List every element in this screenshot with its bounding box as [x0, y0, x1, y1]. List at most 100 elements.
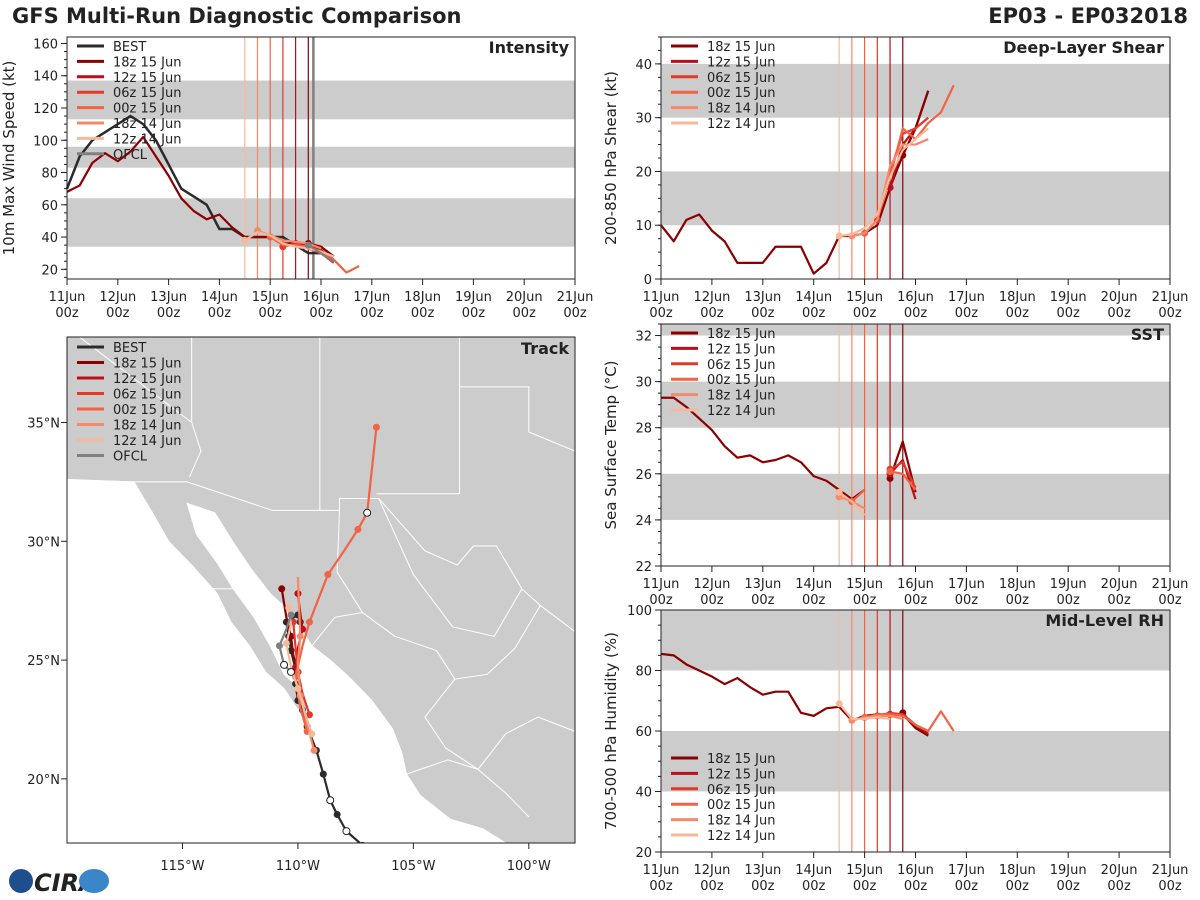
panel-title: Mid-Level RH — [1045, 611, 1164, 630]
x-tick-label-hour: 00z — [1158, 593, 1182, 608]
track-point — [287, 611, 295, 619]
lon-tick-label: 100°W — [507, 859, 551, 874]
init-marker — [241, 236, 249, 244]
x-tick-label-hour: 00z — [853, 306, 877, 321]
x-tick-label-hour: 00z — [563, 306, 587, 321]
y-tick-label: 20 — [635, 846, 652, 861]
track-point — [333, 810, 341, 818]
y-tick-label: 80 — [41, 167, 58, 182]
threshold-band — [661, 324, 1170, 336]
x-tick-label-hour: 00z — [802, 593, 826, 608]
init-marker — [886, 468, 894, 476]
state-border — [376, 337, 461, 495]
legend-label: 18z 15 Jun — [707, 40, 776, 55]
legend-label: 18z 14 Jun — [113, 117, 182, 132]
series-line — [839, 127, 929, 238]
lat-tick-label: 35°N — [27, 417, 60, 432]
x-tick-label-hour: 00z — [1158, 879, 1182, 894]
x-tick-label-day: 11Jun — [49, 290, 86, 305]
x-tick-label-hour: 00z — [360, 306, 384, 321]
series-line — [307, 244, 335, 263]
series-line — [889, 461, 917, 489]
y-tick-label: 140 — [33, 70, 58, 85]
threshold-band — [67, 80, 575, 120]
x-tick-label-hour: 00z — [1006, 593, 1030, 608]
track-point — [296, 632, 304, 640]
y-tick-label: 32 — [635, 330, 652, 345]
x-tick-label-hour: 00z — [157, 306, 181, 321]
legend-label: 18z 14 Jun — [707, 102, 776, 117]
y-tick-label: 60 — [41, 199, 58, 214]
x-tick-label-hour: 00z — [700, 879, 724, 894]
x-tick-label-hour: 00z — [649, 879, 673, 894]
track-point — [363, 508, 372, 517]
y-axis-label: 10m Max Wind Speed (kt) — [0, 61, 18, 256]
y-tick-label: 28 — [635, 422, 652, 437]
legend-label: 06z 15 Jun — [707, 71, 776, 86]
threshold-band — [67, 198, 575, 247]
track-point — [310, 746, 318, 754]
y-tick-label: 100 — [33, 134, 58, 149]
legend-label: 12z 15 Jun — [113, 71, 182, 86]
legend-label: 18z 14 Jun — [113, 419, 182, 434]
x-tick-label-hour: 00z — [309, 306, 333, 321]
x-tick-label-hour: 00z — [751, 879, 775, 894]
track-point — [275, 642, 283, 650]
x-tick-label-day: 14Jun — [795, 863, 832, 878]
track-point — [319, 770, 327, 778]
init-marker — [835, 488, 843, 496]
state-border — [454, 605, 541, 680]
series-line — [838, 703, 891, 720]
legend-label: BEST — [113, 40, 146, 55]
x-tick-label-day: 19Jun — [1050, 863, 1087, 878]
threshold-band — [661, 731, 1170, 792]
logo-globe — [9, 869, 33, 893]
track-point — [354, 525, 362, 533]
legend-label: 18z 15 Jun — [113, 357, 182, 372]
lat-tick-label: 30°N — [27, 535, 60, 550]
legend-label: OFCL — [113, 450, 148, 465]
legend-label: 12z 15 Jun — [707, 342, 776, 357]
x-tick-label-hour: 00z — [955, 879, 979, 894]
shear-chart: 01020304011Jun00z12Jun00z13Jun00z14Jun00… — [602, 36, 1188, 321]
x-tick-label-hour: 00z — [700, 593, 724, 608]
legend-label: 18z 14 Jun — [707, 814, 776, 829]
x-tick-label-hour: 00z — [802, 879, 826, 894]
x-tick-label-day: 11Jun — [643, 290, 680, 305]
y-tick-label: 10 — [635, 219, 652, 234]
y-tick-label: 0 — [644, 273, 652, 288]
track-point — [372, 423, 380, 431]
track-point — [342, 827, 351, 836]
legend-label: 18z 15 Jun — [113, 55, 182, 70]
init-marker — [835, 700, 843, 708]
y-tick-label: 40 — [635, 58, 652, 73]
legend-label: 18z 15 Jun — [707, 327, 776, 342]
x-tick-label-hour: 00z — [513, 306, 537, 321]
x-tick-label-hour: 00z — [853, 593, 877, 608]
state-border — [459, 386, 575, 452]
x-tick-label-hour: 00z — [802, 306, 826, 321]
x-tick-label-day: 20Jun — [1101, 290, 1138, 305]
x-tick-label-day: 16Jun — [897, 290, 934, 305]
y-tick-label: 80 — [635, 665, 652, 680]
x-tick-label-day: 11Jun — [643, 577, 680, 592]
y-axis-label: Sea Surface Temp (°C) — [602, 360, 620, 529]
x-tick-label-day: 13Jun — [150, 290, 187, 305]
track-point — [305, 711, 313, 719]
x-tick-label-hour: 00z — [853, 879, 877, 894]
x-tick-label-day: 13Jun — [744, 290, 781, 305]
track-line — [296, 576, 316, 751]
legend-label: 12z 14 Jun — [707, 829, 776, 844]
lat-tick-label: 25°N — [27, 654, 60, 669]
legend-label: 12z 15 Jun — [707, 767, 776, 782]
x-tick-label-hour: 00z — [1158, 306, 1182, 321]
y-tick-label: 40 — [41, 231, 58, 246]
legend-label: 12z 15 Jun — [707, 55, 776, 70]
legend-label: 00z 15 Jun — [707, 86, 776, 101]
x-tick-label-day: 15Jun — [846, 290, 883, 305]
x-tick-label-hour: 00z — [411, 306, 435, 321]
x-tick-label-day: 15Jun — [846, 863, 883, 878]
x-tick-label-hour: 00z — [1057, 306, 1081, 321]
cira-logo: CIRA — [9, 869, 109, 897]
x-tick-label-hour: 00z — [904, 306, 928, 321]
